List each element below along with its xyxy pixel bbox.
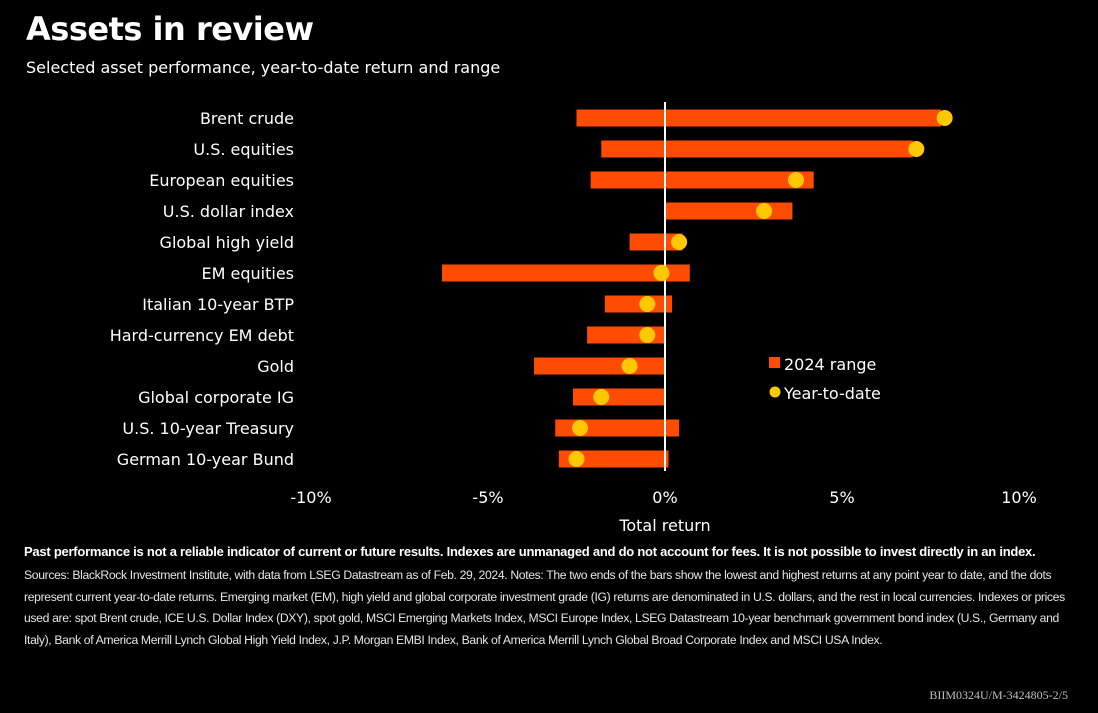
category-label: U.S. equities <box>193 140 294 159</box>
x-tick-label: -10% <box>290 488 331 507</box>
category-label: Italian 10-year BTP <box>142 295 294 314</box>
ytd-dot <box>621 358 638 374</box>
range-bar <box>558 450 669 468</box>
range-bar <box>441 264 690 282</box>
range-bar <box>629 233 683 251</box>
ytd-dot <box>936 110 953 126</box>
category-label: U.S. dollar index <box>163 202 294 221</box>
range-chart: Brent crude U.S. equities European equitie… <box>110 102 1037 535</box>
x-tick-labels: -10% -5% 0% 5% 10% <box>290 488 1036 507</box>
legend-range-swatch <box>769 357 780 368</box>
range-bar <box>590 171 814 189</box>
category-label: German 10-year Bund <box>117 450 294 469</box>
legend-ytd-swatch <box>769 386 781 398</box>
category-label: Gold <box>257 357 294 376</box>
range-bar <box>665 202 793 220</box>
category-label: Global corporate IG <box>138 388 294 407</box>
sources-note: Sources: BlackRock Investment Institute,… <box>24 568 1065 647</box>
x-tick-label: -5% <box>472 488 503 507</box>
ytd-dot <box>593 389 610 405</box>
document-code: BIIM0324U/M-3424805-2/5 <box>929 688 1068 702</box>
range-bar <box>604 295 673 313</box>
category-label: European equities <box>149 171 294 190</box>
ytd-dot <box>639 296 656 312</box>
ytd-dot <box>787 172 804 188</box>
ytd-dot <box>639 327 656 343</box>
category-label: Global high yield <box>160 233 294 252</box>
range-bars <box>441 109 942 468</box>
page-title: Assets in review <box>26 10 314 48</box>
disclaimer: Past performance is not a reliable indic… <box>24 544 1036 559</box>
range-bar <box>572 388 665 406</box>
x-tick-label: 5% <box>829 488 854 507</box>
x-axis-title: Total return <box>618 516 710 535</box>
category-label: U.S. 10-year Treasury <box>122 419 294 438</box>
x-tick-label: 10% <box>1001 488 1037 507</box>
category-labels: Brent crude U.S. equities European equitie… <box>110 109 295 469</box>
x-tick-label: 0% <box>652 488 677 507</box>
category-label: Brent crude <box>200 109 294 128</box>
ytd-dot <box>568 451 585 467</box>
ytd-dot <box>756 203 773 219</box>
range-bar <box>534 357 665 375</box>
legend-range-label: 2024 range <box>784 355 876 374</box>
category-label: Hard-currency EM debt <box>110 326 294 345</box>
page-subtitle: Selected asset performance, year-to-date… <box>26 58 501 77</box>
legend-ytd-label: Year-to-date <box>783 384 881 403</box>
range-bar <box>576 109 942 127</box>
legend: 2024 range Year-to-date <box>769 355 881 403</box>
range-bar <box>601 140 913 158</box>
ytd-dot <box>908 141 925 157</box>
ytd-dot <box>653 265 670 281</box>
ytd-dots <box>568 110 953 467</box>
ytd-dot <box>671 234 688 250</box>
category-label: EM equities <box>202 264 294 283</box>
ytd-dot <box>572 420 589 436</box>
